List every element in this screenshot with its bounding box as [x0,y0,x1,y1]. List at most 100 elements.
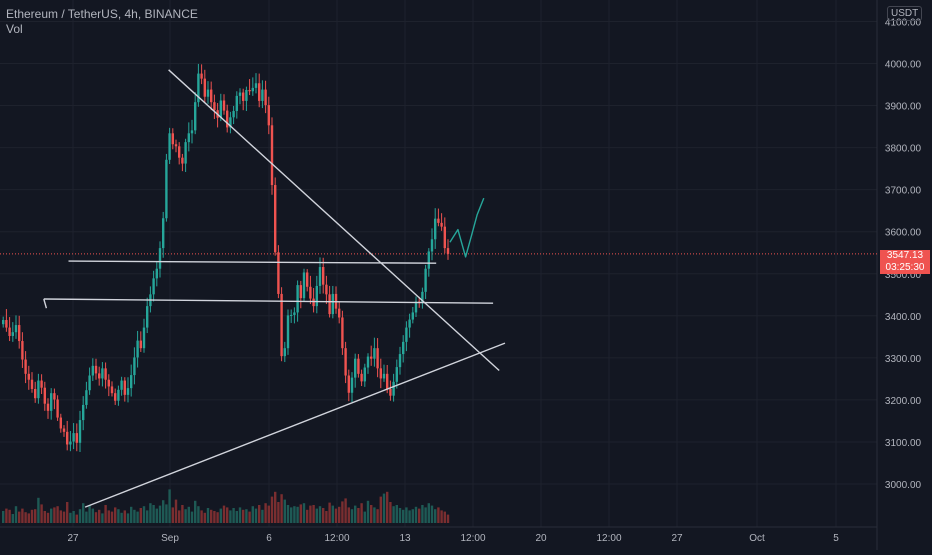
volume-bar [34,509,37,523]
volume-bar [360,503,363,523]
currency-button[interactable]: USDT [887,6,923,21]
candle [293,312,296,315]
candle [168,133,171,160]
volume-bar [133,509,136,523]
volume-bar [171,507,174,523]
candle [206,89,210,97]
volume-bar [78,509,82,523]
candle [34,388,37,399]
candle [270,125,274,186]
candle [306,272,309,287]
volume-bar [334,508,338,523]
volume-bar [232,508,235,523]
volume-bar [331,505,334,523]
candle [302,272,306,299]
candle [434,218,437,240]
volume-bar [312,505,315,523]
candle [197,73,200,103]
candle [251,87,254,92]
volume-bar [200,510,203,523]
candle [117,389,120,401]
volume-bar [82,503,85,523]
candle [155,268,158,279]
candle [181,157,184,164]
candle [363,367,366,382]
volume-bar [389,502,392,523]
candle [325,284,328,295]
candle [261,89,264,101]
volume-bar [270,496,274,523]
volume-bar [280,494,283,523]
volume-bar [184,509,187,523]
y-tick-label: 3900.00 [885,102,922,113]
volume-bar [46,512,50,523]
volume-bar [408,510,411,523]
trend-line[interactable] [43,298,48,309]
volume-bar [43,511,46,523]
volume-bar [24,512,27,523]
candle [110,386,114,394]
volume-bar [427,503,430,523]
candle [219,100,222,118]
volume-bar [363,511,366,523]
candle [59,417,62,429]
volume-bar [222,505,226,523]
candle [318,267,322,286]
candle [344,348,347,376]
candle [146,306,149,328]
volume-bar [104,505,107,523]
candle [123,380,126,395]
candle [414,301,418,313]
candle [165,159,168,219]
candle [136,340,139,358]
volume-bar [146,510,149,523]
volume-bar [66,502,69,523]
volume-bar [139,508,142,523]
symbol-title[interactable]: Ethereum / TetherUS, 4h, BINANCE [6,7,198,21]
y-tick-label: 3400.00 [885,312,922,323]
candle [398,354,402,368]
y-tick-label: 3600.00 [885,228,922,239]
candle [194,102,197,131]
volume-bar [168,489,171,523]
candle [338,308,341,318]
volume-indicator-label[interactable]: Vol [6,22,23,36]
candle [328,294,331,315]
trend-line[interactable] [68,260,437,264]
candle [5,320,8,328]
trend-line[interactable] [84,342,506,508]
volume-bar [194,500,197,523]
x-tick-label: 27 [67,533,79,544]
candle [373,348,376,359]
x-tick-label: 12:00 [460,533,485,544]
candle [46,403,50,411]
volume-bar [142,506,146,523]
candle [382,373,386,379]
trend-line[interactable] [43,298,494,304]
candle [91,365,94,376]
candle [427,251,430,269]
volume-bar [197,506,200,523]
volume-bar [107,510,110,523]
candle [178,146,181,158]
candle [408,319,411,328]
trend-line[interactable] [168,69,500,372]
volume-bar [264,503,267,523]
candle [126,388,130,395]
volume-bar [354,505,357,523]
candle [50,393,53,411]
x-tick-label: 6 [266,533,272,544]
volume-bar [418,508,421,523]
candle [299,285,302,299]
candle [222,100,226,111]
projection-path[interactable] [449,197,485,258]
volume-bar [226,507,229,523]
candle [210,89,213,103]
volume-bar [405,507,408,523]
candle [171,133,174,145]
volume-bar [366,500,370,523]
candle [238,92,242,96]
candle [98,373,101,379]
